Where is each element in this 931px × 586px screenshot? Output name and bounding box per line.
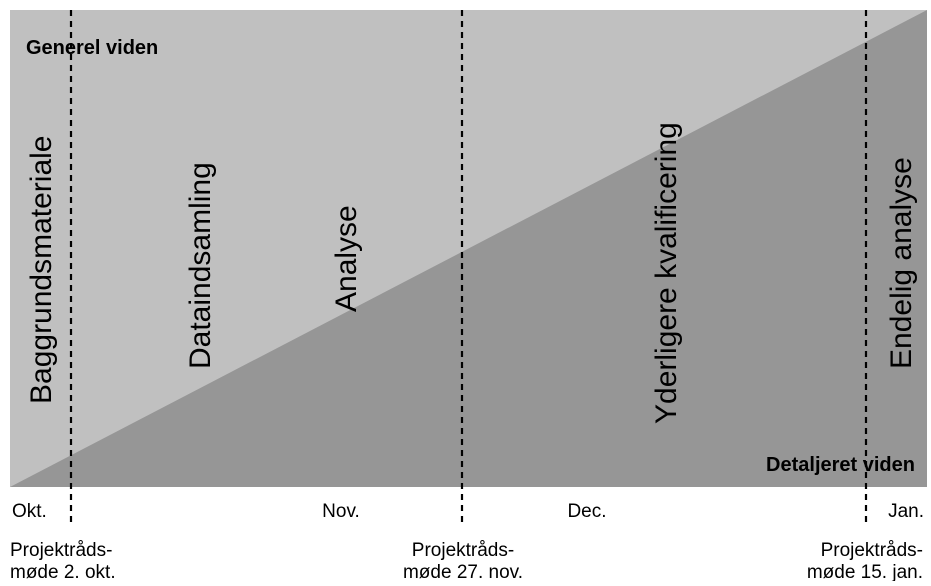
phase-label-analyse: Analyse [330,205,363,312]
detailed-knowledge-label: Detaljeret viden [766,454,915,476]
meeting-label-oct-line1: Projektråds- [10,540,112,561]
meeting-label-nov-line1: Projektråds- [412,540,514,561]
meeting-label-oct-line2: møde 2. okt. [10,562,116,581]
month-label-jan: Jan. [888,501,924,522]
meeting-label-jan-line1: Projektråds- [821,540,923,561]
phase-label-yderligere-kvalificering: Yderligere kvalificering [650,122,683,424]
month-label-nov: Nov. [322,501,360,522]
month-label-dec: Dec. [567,501,606,522]
meeting-label-jan-line2: møde 15. jan. [807,562,923,581]
month-label-okt: Okt. [12,501,47,522]
phase-label-endelig-analyse: Endelig analyse [885,157,918,369]
general-knowledge-label: Generel viden [26,37,158,59]
meeting-label-nov-line2: møde 27. nov. [403,562,523,581]
phase-label-dataindsamling: Dataindsamling [184,162,217,369]
phase-label-baggrundsmateriale: Baggrundsmateriale [25,136,58,405]
detailed-knowledge-region [10,10,927,487]
